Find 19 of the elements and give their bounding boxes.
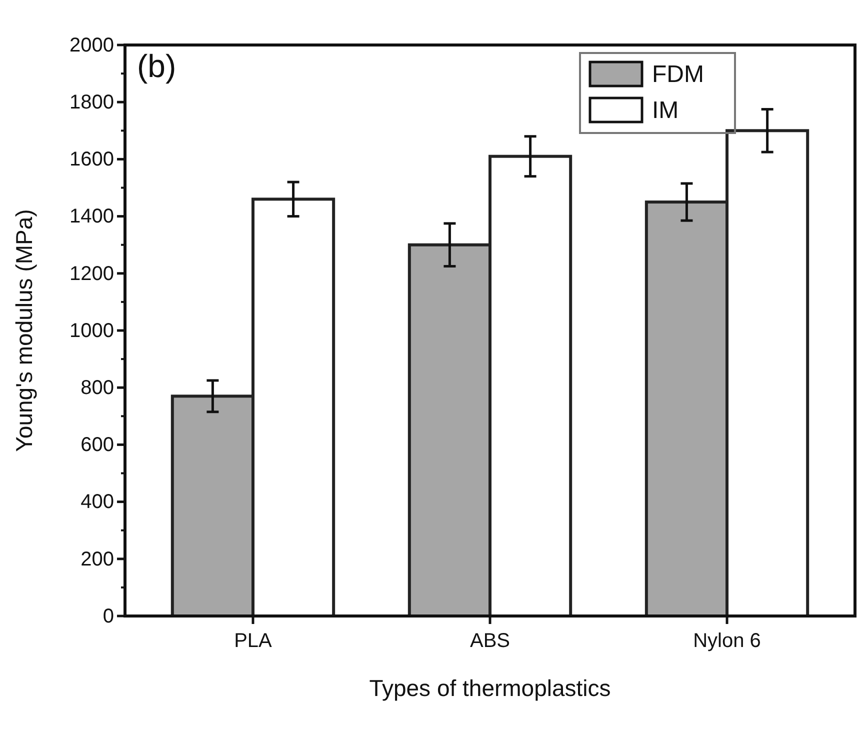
y-tick-label: 1200 bbox=[70, 262, 114, 285]
annotation: (b) bbox=[137, 48, 176, 84]
y-tick-label: 200 bbox=[80, 548, 114, 570]
legend-label: FDM bbox=[652, 61, 704, 88]
y-tick-label: 1800 bbox=[70, 92, 114, 114]
y-tick-label: 1400 bbox=[70, 206, 114, 228]
y-tick-label: 1600 bbox=[70, 148, 114, 171]
y-tick-label: 0 bbox=[102, 605, 114, 628]
y-tick-label: 1000 bbox=[70, 320, 114, 342]
y-axis-title: Young's modulus (MPa) bbox=[11, 209, 37, 452]
y-tick-label: 2000 bbox=[70, 34, 114, 56]
y-tick-label: 800 bbox=[80, 377, 114, 399]
y-tick-label: 400 bbox=[80, 491, 114, 514]
y-tick-label: 600 bbox=[80, 434, 114, 456]
x-axis-title: Types of thermoplastics bbox=[369, 675, 611, 701]
x-tick-label: ABS bbox=[470, 630, 510, 652]
x-tick-label: PLA bbox=[234, 630, 273, 652]
x-tick-label: Nylon 6 bbox=[693, 630, 761, 652]
text: IM bbox=[652, 97, 679, 124]
